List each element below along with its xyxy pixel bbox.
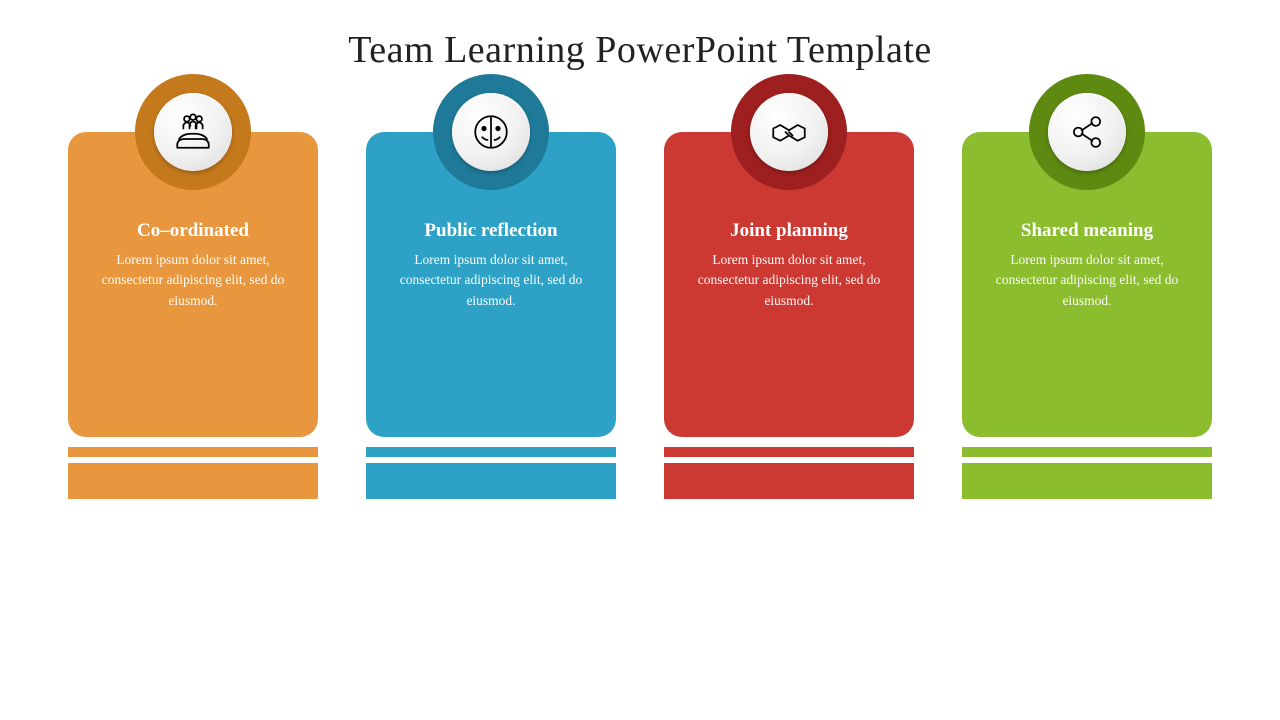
card-text: Lorem ipsum dolor sit amet, consectetur … <box>984 250 1190 311</box>
card-text: Lorem ipsum dolor sit amet, consectetur … <box>90 250 296 311</box>
medallion <box>731 74 847 190</box>
people-hand-icon <box>172 111 214 153</box>
bar-thick <box>68 463 318 499</box>
share-icon <box>1066 111 1108 153</box>
card-joint-planning: Joint planning Lorem ipsum dolor sit ame… <box>664 132 914 499</box>
slide: Team Learning PowerPoint Template Co–ord… <box>0 0 1280 720</box>
handshake-icon <box>768 111 810 153</box>
bar-thin <box>664 447 914 457</box>
bar-thin <box>366 447 616 457</box>
card-bars <box>366 447 616 499</box>
card-row: Co–ordinated Lorem ipsum dolor sit amet,… <box>0 132 1280 499</box>
card-bars <box>962 447 1212 499</box>
medallion-inner <box>750 93 828 171</box>
bar-thin <box>68 447 318 457</box>
bar-thick <box>366 463 616 499</box>
card-public-reflection: Public reflection Lorem ipsum dolor sit … <box>366 132 616 499</box>
bar-thick <box>664 463 914 499</box>
card-title: Shared meaning <box>984 220 1190 242</box>
medallion <box>433 74 549 190</box>
card-bars <box>664 447 914 499</box>
card-bars <box>68 447 318 499</box>
medallion <box>1029 74 1145 190</box>
medallion-inner <box>1048 93 1126 171</box>
slide-title: Team Learning PowerPoint Template <box>0 0 1280 72</box>
card-title: Public reflection <box>388 220 594 242</box>
card-shared-meaning: Shared meaning Lorem ipsum dolor sit ame… <box>962 132 1212 499</box>
card-title: Joint planning <box>686 220 892 242</box>
card-text: Lorem ipsum dolor sit amet, consectetur … <box>388 250 594 311</box>
card-coordinated: Co–ordinated Lorem ipsum dolor sit amet,… <box>68 132 318 499</box>
bar-thick <box>962 463 1212 499</box>
bar-thin <box>962 447 1212 457</box>
medallion <box>135 74 251 190</box>
two-faces-icon <box>470 111 512 153</box>
medallion-inner <box>452 93 530 171</box>
card-text: Lorem ipsum dolor sit amet, consectetur … <box>686 250 892 311</box>
medallion-inner <box>154 93 232 171</box>
card-title: Co–ordinated <box>90 220 296 242</box>
